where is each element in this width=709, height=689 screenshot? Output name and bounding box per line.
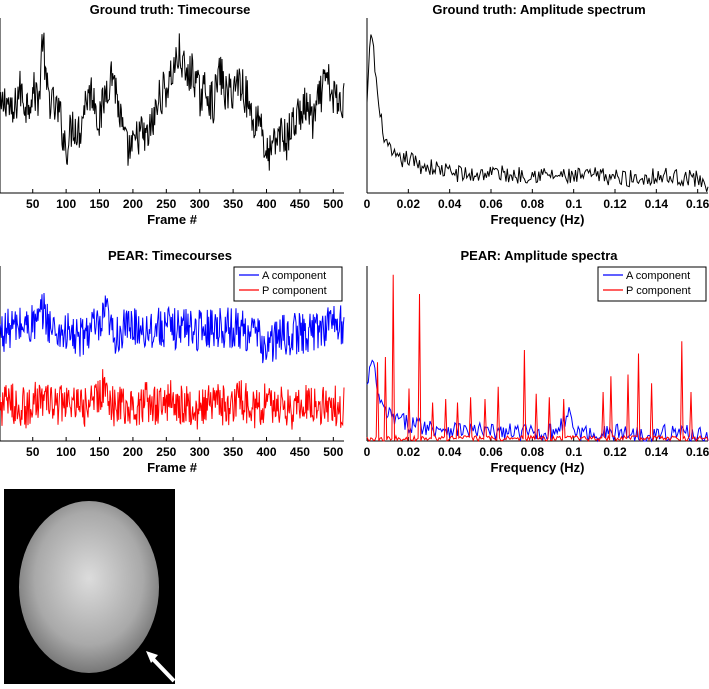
- x-tick-label: 250: [156, 197, 176, 211]
- legend-label: P component: [626, 285, 691, 297]
- x-tick-label: 150: [90, 445, 110, 459]
- series-line: [0, 32, 345, 171]
- chart-title: PEAR: Amplitude spectra: [461, 248, 619, 263]
- x-tick-label: 250: [156, 445, 176, 459]
- x-tick-label: 0.16: [686, 445, 709, 459]
- legend-label: P component: [262, 285, 327, 297]
- x-tick-label: 0: [364, 197, 371, 211]
- chart-ground-truth-spectrum: Ground truth: Amplitude spectrum 0 0.02 0.0…: [364, 2, 709, 227]
- x-tick-label: 100: [56, 445, 76, 459]
- x-axis-label: Frame #: [147, 460, 198, 475]
- x-tick-label: 0.08: [521, 197, 545, 211]
- arrow-icon: [146, 651, 176, 683]
- x-tick-label: 500: [323, 197, 343, 211]
- series-line: [366, 274, 709, 443]
- x-tick-label: 0.04: [438, 197, 462, 211]
- x-tick-label: 0.02: [397, 197, 421, 211]
- x-tick-label: 450: [290, 197, 310, 211]
- x-tick-label: 0.14: [645, 445, 669, 459]
- x-tick-label: 200: [123, 197, 143, 211]
- legend: [233, 266, 343, 302]
- x-tick-label: 0.02: [397, 445, 421, 459]
- legend-label: A component: [262, 270, 326, 282]
- chart-title: PEAR: Timecourses: [108, 248, 232, 263]
- x-tick-label: 0.04: [438, 445, 462, 459]
- chart-title: Ground truth: Amplitude spectrum: [432, 2, 645, 17]
- x-tick-label: 0.1: [565, 197, 582, 211]
- x-tick-label: 50: [26, 197, 40, 211]
- x-tick-label: 350: [223, 197, 243, 211]
- x-tick-label: 300: [190, 445, 210, 459]
- x-tick-label: 300: [190, 197, 210, 211]
- x-tick-label: 0.12: [603, 197, 627, 211]
- legend: [597, 266, 707, 302]
- chart-title: Ground truth: Timecourse: [90, 2, 251, 17]
- series-line: [0, 292, 345, 364]
- x-tick-label: 500: [323, 445, 343, 459]
- chart-pear-timecourses: PEAR: Timecourses 50 100 150 200 250 300 350 400…: [0, 248, 345, 475]
- x-axis-label: Frame #: [147, 212, 198, 227]
- x-axis-label: Frequency (Hz): [491, 212, 585, 227]
- x-tick-label: 0.1: [565, 445, 582, 459]
- x-tick-label: 200: [123, 445, 143, 459]
- x-tick-label: 400: [257, 445, 277, 459]
- x-axis-label: Frequency (Hz): [491, 460, 585, 475]
- series-line: [0, 369, 345, 430]
- x-tick-label: 0.12: [603, 445, 627, 459]
- x-tick-label: 0.06: [479, 197, 503, 211]
- x-tick-label: 0.08: [521, 445, 545, 459]
- brain-image: [4, 489, 176, 684]
- chart-pear-spectra: PEAR: Amplitude spectra 0 0.02 0.04 0.06 0.08…: [364, 248, 709, 475]
- x-tick-label: 450: [290, 445, 310, 459]
- x-tick-label: 0: [364, 445, 371, 459]
- x-tick-label: 100: [56, 197, 76, 211]
- x-tick-label: 0.06: [479, 445, 503, 459]
- x-tick-label: 0.14: [645, 197, 669, 211]
- x-tick-label: 150: [90, 197, 110, 211]
- x-tick-label: 0.16: [686, 197, 709, 211]
- x-tick-label: 400: [257, 197, 277, 211]
- legend-label: A component: [626, 270, 690, 282]
- x-tick-label: 350: [223, 445, 243, 459]
- x-tick-label: 50: [26, 445, 40, 459]
- chart-ground-truth-timecourse: Ground truth: Timecourse 50 100 150 200 250 30…: [0, 2, 345, 227]
- series-line: [366, 34, 709, 192]
